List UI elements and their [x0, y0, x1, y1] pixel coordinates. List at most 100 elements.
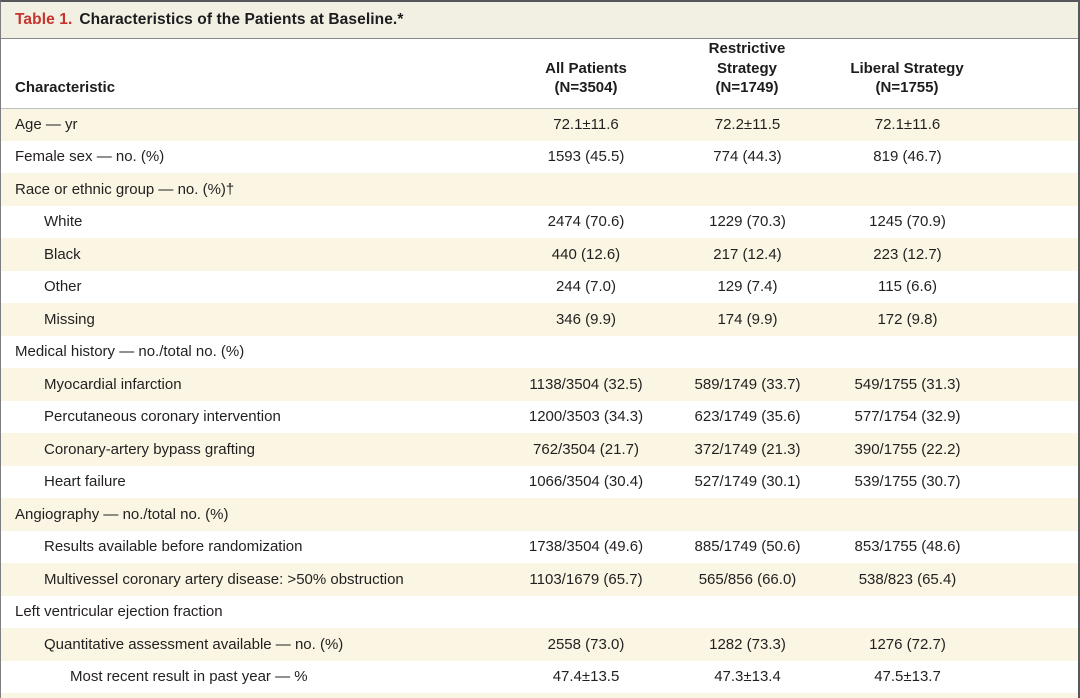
value-cell: 372/1749 (21.3) [694, 440, 801, 458]
value-cell [681, 498, 841, 531]
value-cell: 129 (7.4) [717, 278, 778, 296]
value-cell: 72.1±11.6 [874, 116, 941, 133]
value-cell [681, 596, 841, 629]
column-header-line2: (N=3504) [554, 79, 618, 96]
value-cell: 1138/3504 (32.5) [529, 375, 643, 393]
value-cell: 589/1749 (33.7) [694, 375, 801, 393]
characteristic-cell: Female sex — no. (%) [15, 148, 165, 166]
column-header-all-patients: All Patients (N=3504) [491, 39, 681, 109]
characteristic-cell: Medical history — no./total no. (%) [15, 343, 245, 361]
column-header-liberal-strategy: Liberal Strategy (N=1755) [841, 39, 1078, 109]
characteristic-cell: Other [44, 278, 82, 296]
value-cell: 115 (6.6) [878, 278, 937, 296]
characteristic-cell: Missing [44, 310, 95, 328]
value-cell: 1245 (70.9) [869, 213, 946, 231]
value-cell: 217 (12.4) [713, 245, 782, 263]
value-cell: 172 (9.8) [877, 310, 938, 328]
value-cell: 1738/3504 (49.6) [528, 538, 644, 556]
characteristic-cell: Results available before randomization [44, 538, 303, 556]
value-cell: 762/3504 (21.7) [533, 440, 639, 458]
value-cell: 549/1755 (31.3) [854, 375, 961, 393]
value-cell: 440 (12.6) [551, 245, 621, 263]
value-cell [841, 173, 1078, 206]
table-title-bar: Table 1. Characteristics of the Patients… [1, 2, 1078, 39]
table-row: Medical history — no./total no. (%) [1, 336, 1078, 369]
column-header-restrictive-strategy: Restrictive Strategy (N=1749) [681, 39, 841, 109]
value-cell: 539/1755 (30.7) [854, 473, 961, 491]
table-row: White 2474 (70.6) 1229 (70.3) 1245 (70.9) [1, 206, 1078, 239]
value-cell: 47.5±13.7 [874, 668, 941, 686]
table-body: Age — yr 72.1±11.6 72.2±11.5 72.1±11.6 Femal… [1, 108, 1078, 698]
table-row: Angiography — no./total no. (%) [1, 498, 1078, 531]
table-title-text: Characteristics of the Patients at Basel… [79, 11, 404, 28]
characteristic-cell: Angiography — no./total no. (%) [15, 505, 229, 523]
table-row: Coronary-artery bypass grafting 762/3504 … [1, 433, 1078, 466]
value-cell [681, 173, 841, 206]
header-row: Characteristic All Patients (N=3504) Res… [1, 39, 1078, 109]
value-cell: 72.1±11.6 [553, 116, 619, 133]
table-row: Results available before randomization 17… [1, 531, 1078, 564]
characteristic-cell: Left ventricular ejection fraction [15, 603, 223, 621]
characteristic-cell: Race or ethnic group — no. (%)† [15, 180, 235, 198]
value-cell: 346 (9.9) [555, 310, 617, 328]
column-header-line1: All Patients [545, 59, 627, 77]
value-cell: 174 (9.9) [717, 310, 778, 328]
table-row: Heart failure 1066/3504 (30.4) 527/1749 (3… [1, 466, 1078, 499]
value-cell: 1276 (72.7) [869, 635, 946, 653]
value-cell: 72.2±11.5 [714, 116, 781, 133]
characteristic-cell: Quantitative assessment available — no. … [44, 635, 344, 653]
table-row: Most recent result in past year — % 47.4±… [1, 661, 1078, 694]
characteristic-cell: Most recent result in past year — % [70, 668, 308, 686]
value-cell [491, 173, 681, 206]
table-row: Age — yr 72.1±11.6 72.2±11.5 72.1±11.6 [1, 108, 1078, 141]
value-cell: 1282 (73.3) [709, 635, 786, 653]
value-cell [841, 498, 1078, 531]
value-cell: 2474 (70.6) [547, 213, 625, 231]
value-cell: 853/1755 (48.6) [854, 538, 961, 556]
value-cell [681, 336, 841, 369]
column-header-line2: (N=1755) [875, 79, 939, 96]
characteristic-cell: Multivessel coronary artery disease: >50… [44, 570, 404, 588]
value-cell: 527/1749 (30.1) [694, 473, 801, 491]
value-cell: 1229 (70.3) [709, 213, 786, 231]
value-cell: 390/1755 (22.2) [854, 440, 961, 458]
value-cell [491, 336, 681, 369]
column-header-line1: Restrictive Strategy [708, 40, 786, 77]
value-cell: 565/856 (66.0) [698, 570, 797, 588]
value-cell: 774 (44.3) [713, 148, 782, 166]
table-row: Myocardial infarction 1138/3504 (32.5) 589… [1, 368, 1078, 401]
characteristic-cell: Myocardial infarction [44, 375, 182, 393]
value-cell: 1593 (45.5) [547, 148, 625, 166]
table-row: Left ventricular ejection fraction [1, 596, 1078, 629]
column-header-line2: (N=1749) [715, 79, 779, 96]
value-cell: 819 (46.7) [873, 148, 942, 166]
characteristic-cell: Percutaneous coronary intervention [44, 408, 281, 426]
value-cell: 538/823 (65.4) [858, 570, 957, 588]
characteristic-cell: Black [44, 245, 81, 263]
value-cell [841, 336, 1078, 369]
value-cell: 47.4±13.5 [552, 668, 620, 686]
characteristic-cell: Age — yr [15, 116, 78, 133]
table-row: Black 440 (12.6) 217 (12.4) 223 (12.7) [1, 238, 1078, 271]
column-header-characteristic: Characteristic [1, 39, 491, 109]
value-cell: 244 (7.0) [555, 278, 617, 296]
table-row: Percutaneous coronary intervention 1200/3… [1, 401, 1078, 434]
table-row: Other 244 (7.0) 129 (7.4) 115 (6.6) [1, 271, 1078, 304]
value-cell: 1103/1679 (65.7) [529, 570, 643, 588]
value-cell: 885/1749 (50.6) [694, 538, 801, 556]
value-cell [841, 596, 1078, 629]
value-cell: 223 (12.7) [873, 245, 942, 263]
table-row: Race or ethnic group — no. (%)† [1, 173, 1078, 206]
table-row: Female sex — no. (%) 1593 (45.5) 774 (44.3… [1, 141, 1078, 174]
value-cell: 577/1754 (32.9) [854, 408, 961, 426]
characteristic-cell: Heart failure [44, 473, 126, 491]
table-header: Characteristic All Patients (N=3504) Res… [1, 39, 1078, 109]
table-number: Table 1. [15, 11, 73, 28]
characteristic-cell: White [44, 213, 83, 231]
value-cell: 47.3±13.4 [714, 668, 781, 686]
clipped-cell [1, 693, 1078, 698]
table-row: Quantitative assessment available — no. … [1, 628, 1078, 661]
value-cell: 1066/3504 (30.4) [528, 473, 644, 491]
table-row: Multivessel coronary artery disease: >50… [1, 563, 1078, 596]
column-header-line1: Liberal Strategy [850, 59, 964, 77]
